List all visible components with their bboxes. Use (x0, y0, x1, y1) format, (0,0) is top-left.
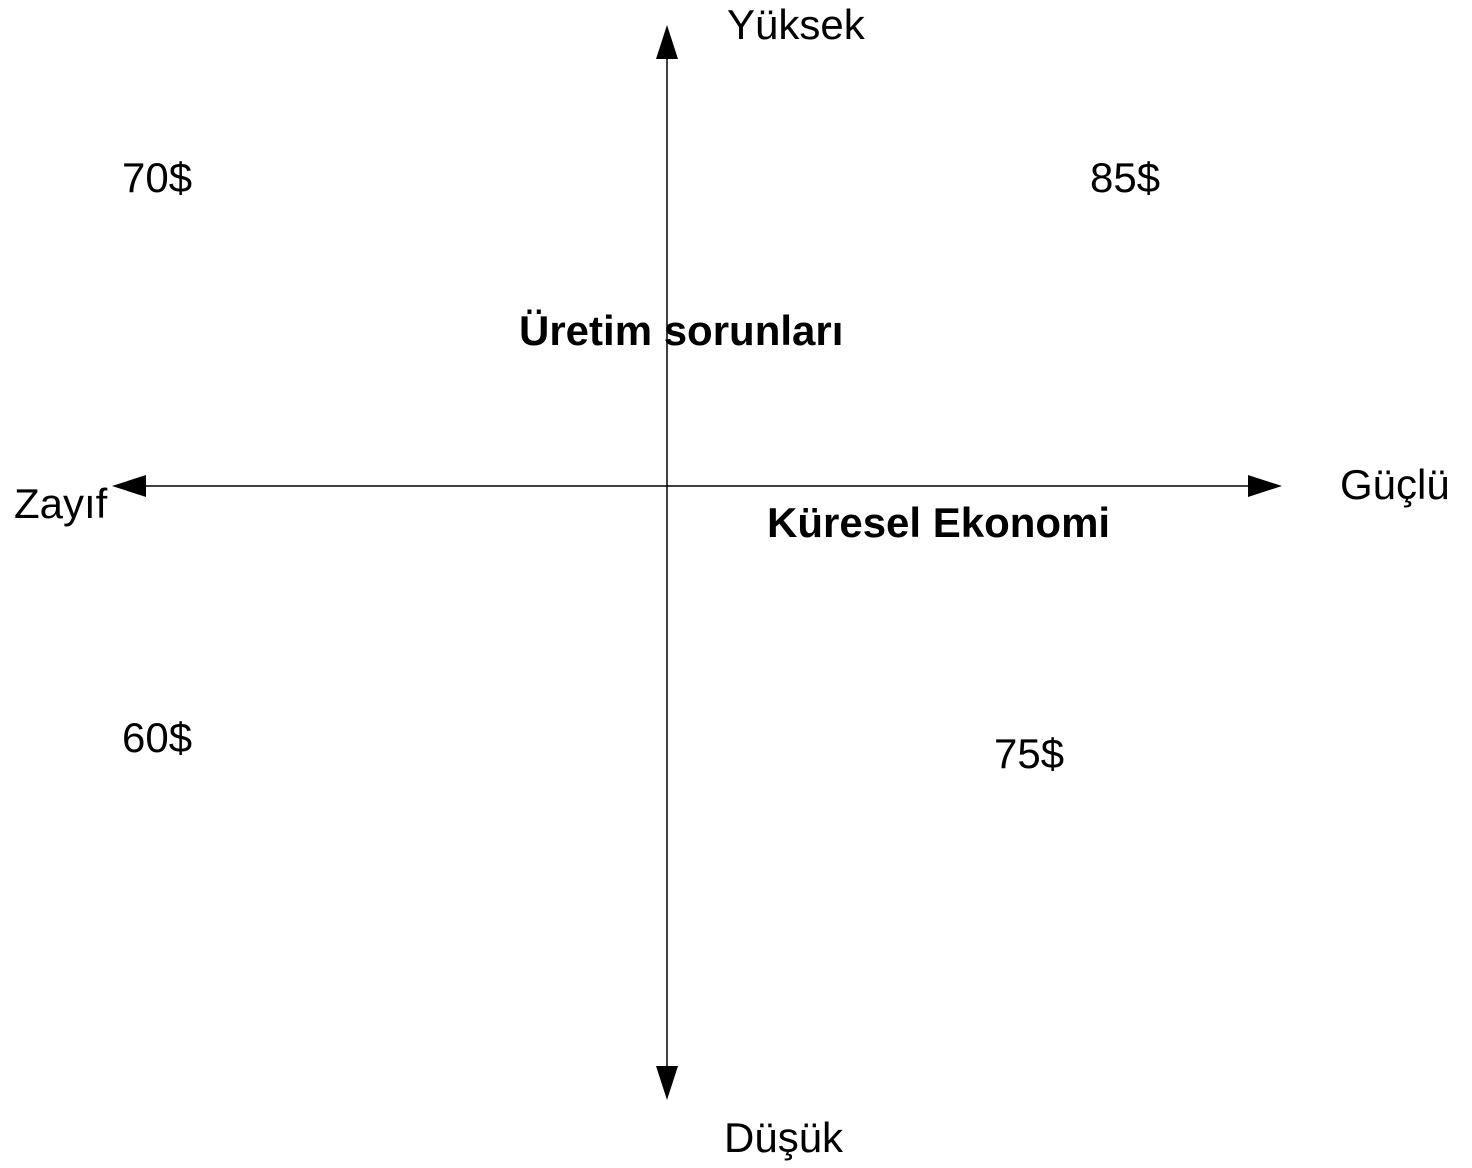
arrowhead-right (1248, 475, 1282, 497)
arrowhead-up (656, 25, 678, 59)
quadrant-label: 60$ (122, 714, 192, 761)
quadrant-label: 75$ (994, 730, 1064, 777)
vertical-axis-title: Üretim sorunları (519, 307, 843, 354)
axis-label-right: Güçlü (1340, 461, 1450, 508)
axis-label-bottom: Düşük (724, 1114, 844, 1161)
quadrant-label: 70$ (122, 154, 192, 201)
quadrant-label: 85$ (1090, 154, 1160, 201)
axis-label-left: Zayıf (14, 480, 108, 527)
horizontal-axis-title: Küresel Ekonomi (767, 499, 1110, 546)
arrowhead-down (656, 1066, 678, 1100)
arrowhead-left (112, 475, 146, 497)
axis-label-top: Yüksek (727, 1, 866, 48)
